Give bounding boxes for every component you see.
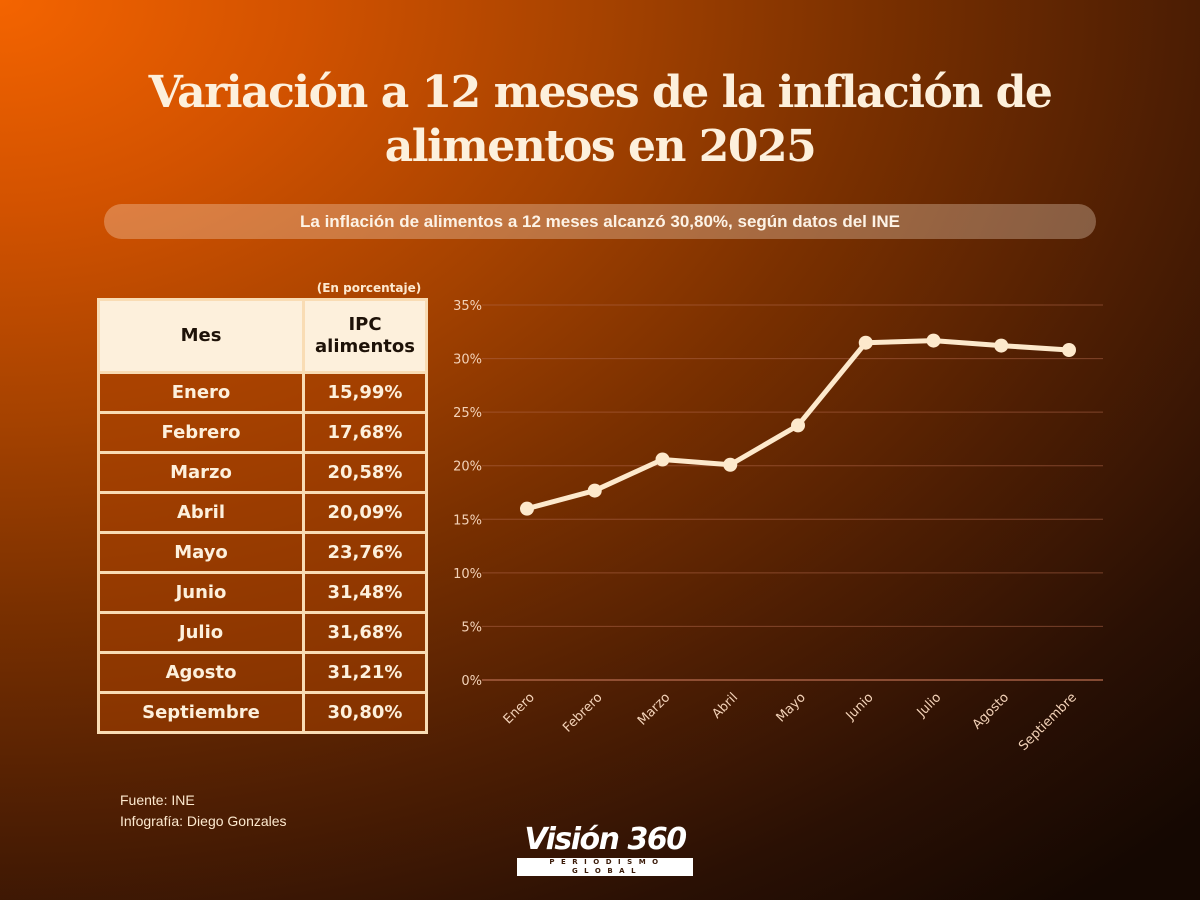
grid-layer: [482, 304, 1103, 681]
y-tick-label: 20%: [453, 460, 482, 475]
x-tick-label: Septiembre: [1016, 690, 1080, 754]
data-point: [655, 452, 670, 467]
y-tick-label: 0%: [461, 674, 482, 689]
cell-value: 23,76%: [302, 531, 428, 574]
header-month: Mes: [97, 298, 305, 374]
header-ipc: IPC alimentos: [302, 298, 428, 374]
subtitle-banner: La inflación de alimentos a 12 meses alc…: [104, 204, 1096, 239]
y-tick-label: 25%: [453, 406, 482, 421]
logo-brand: Visión 360: [524, 822, 687, 857]
table-row: Julio 31,68%: [97, 611, 428, 654]
table-row: Abril 20,09%: [97, 491, 428, 534]
table-row: Junio 31,48%: [97, 571, 428, 614]
data-point: [994, 338, 1009, 353]
x-tick-label: Julio: [914, 690, 945, 721]
y-tick-label: 5%: [461, 620, 482, 635]
table-row: Febrero 17,68%: [97, 411, 428, 454]
cell-month: Enero: [97, 371, 305, 414]
title-line-2: alimentos en 2025: [384, 121, 817, 172]
table-row: Septiembre 30,80%: [97, 691, 428, 734]
cell-month: Febrero: [97, 411, 305, 454]
cell-month: Marzo: [97, 451, 305, 494]
y-axis-ticks: 0% 5% 10% 15% 20% 25% 30% 35%: [453, 299, 482, 689]
x-tick-label: Mayo: [774, 690, 809, 725]
data-point: [791, 418, 805, 433]
cell-value: 31,21%: [302, 651, 428, 694]
cell-value: 15,99%: [302, 371, 428, 414]
table-header-row: Mes IPC alimentos: [97, 298, 428, 374]
data-point: [723, 457, 738, 472]
table-body: Enero 15,99% Febrero 17,68% Marzo 20,58% Abril…: [97, 371, 428, 734]
cell-value: 17,68%: [302, 411, 428, 454]
logo-tagline: PERIODISMO GLOBAL: [517, 858, 693, 876]
data-point: [926, 333, 941, 348]
source-text: Fuente: INE: [120, 792, 195, 808]
cell-value: 30,80%: [302, 691, 428, 734]
header-ipc-line2: alimentos: [315, 336, 415, 357]
footer: Fuente: INE Infografía: Diego Gonzales: [120, 790, 287, 832]
cell-value: 31,48%: [302, 571, 428, 614]
data-point: [520, 501, 534, 516]
table-row: Mayo 23,76%: [97, 531, 428, 574]
subtitle-text: La inflación de alimentos a 12 meses alc…: [300, 211, 900, 231]
page-title: Variación a 12 meses de la inflación de …: [0, 66, 1200, 174]
y-tick-label: 35%: [453, 299, 482, 314]
unit-note: (En porcentaje): [316, 281, 422, 295]
x-tick-label: Febrero: [560, 690, 605, 735]
cell-month: Abril: [97, 491, 305, 534]
x-tick-label: Abril: [709, 690, 741, 722]
x-tick-label: Agosto: [970, 690, 1012, 732]
vision360-logo: Visión 360 PERIODISMO GLOBAL: [517, 824, 693, 876]
y-tick-label: 15%: [453, 513, 482, 528]
table-row: Enero 15,99%: [97, 371, 428, 414]
data-point: [858, 335, 873, 350]
header-ipc-line1: IPC: [348, 314, 382, 335]
credit-text: Infografía: Diego Gonzales: [120, 813, 287, 829]
x-tick-label: Marzo: [635, 690, 673, 728]
y-tick-label: 10%: [453, 567, 482, 582]
series-layer: [520, 333, 1076, 516]
title-line-1: Variación a 12 meses de la inflación de: [148, 67, 1053, 118]
cell-month: Mayo: [97, 531, 305, 574]
cell-value: 20,58%: [302, 451, 428, 494]
x-tick-label: Junio: [843, 690, 877, 724]
x-tick-label: Enero: [501, 690, 538, 727]
data-table: Mes IPC alimentos Enero 15,99% Febrero 17,6…: [97, 298, 428, 734]
cell-month: Agosto: [97, 651, 305, 694]
table-row: Marzo 20,58%: [97, 451, 428, 494]
x-axis-ticks: Enero Febrero Marzo Abril Mayo Junio Julio Agos…: [501, 690, 1080, 754]
cell-month: Septiembre: [97, 691, 305, 734]
cell-month: Julio: [97, 611, 305, 654]
cell-month: Junio: [97, 571, 305, 614]
data-point: [1062, 343, 1076, 357]
cell-value: 31,68%: [302, 611, 428, 654]
y-tick-label: 30%: [453, 353, 482, 368]
data-point: [587, 483, 602, 498]
cell-value: 20,09%: [302, 491, 428, 534]
table-row: Agosto 31,21%: [97, 651, 428, 694]
